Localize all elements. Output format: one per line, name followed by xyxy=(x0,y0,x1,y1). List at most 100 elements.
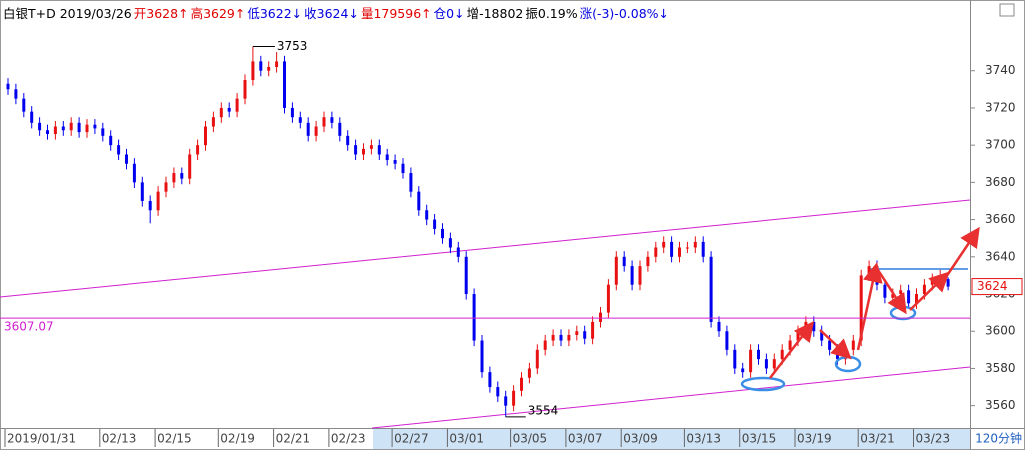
header-item: 收3624↓ xyxy=(304,6,359,21)
reference-label: 3607.07 xyxy=(4,320,54,334)
candle-body xyxy=(670,241,674,257)
candle-body xyxy=(883,284,887,298)
x-tick-label: 02/13 xyxy=(102,432,137,446)
x-tick-label: 2019/01/31 xyxy=(7,432,76,446)
candle-body xyxy=(354,145,358,155)
candle-body xyxy=(922,284,926,295)
candle-body xyxy=(685,247,689,249)
candle-body xyxy=(93,124,97,129)
candle-body xyxy=(567,334,571,341)
candle-body xyxy=(385,154,389,161)
candle-body xyxy=(101,128,105,136)
candle-body xyxy=(512,390,516,406)
candle-body xyxy=(46,130,49,134)
candle-body xyxy=(172,173,176,183)
candle-body xyxy=(322,117,326,127)
candle-body xyxy=(125,154,128,164)
arrows xyxy=(769,226,980,379)
x-tick-label: 02/15 xyxy=(157,432,192,446)
candle-body xyxy=(117,145,121,155)
arrow xyxy=(942,226,980,281)
header-item: 高3629↑ xyxy=(190,6,246,21)
candle-body xyxy=(788,340,792,350)
arrow xyxy=(819,329,852,360)
header-item: 低3622↓ xyxy=(247,6,303,21)
candle-body xyxy=(306,122,310,136)
header-item: 白银T+D 2019/03/26 xyxy=(3,6,132,21)
candle-body xyxy=(575,331,579,335)
candle-body xyxy=(196,145,200,155)
candle-body xyxy=(520,377,523,391)
candle-body xyxy=(290,107,294,118)
y-tick-label: 3560 xyxy=(985,398,1016,412)
window-button[interactable] xyxy=(999,3,1015,17)
candle-body xyxy=(330,117,334,123)
candle-body xyxy=(109,135,113,146)
candle-body xyxy=(338,122,342,136)
x-tick-label: 03/09 xyxy=(623,432,658,446)
candle-body xyxy=(701,241,705,257)
y-tick-label: 3720 xyxy=(985,100,1016,114)
candle-body xyxy=(314,126,318,136)
ellipse-marker xyxy=(740,376,786,392)
candle-body xyxy=(53,126,57,134)
candle-body xyxy=(441,228,444,239)
candle-body xyxy=(764,359,768,369)
candle-body xyxy=(219,107,223,118)
candles xyxy=(6,46,950,417)
candle-body xyxy=(6,83,10,90)
candle-body xyxy=(77,122,81,133)
header-item: 量179596↑ xyxy=(360,6,432,21)
low-label: 3554 xyxy=(528,403,559,417)
candle-body xyxy=(14,89,18,99)
y-tick-label: 3600 xyxy=(985,324,1016,338)
candle-body xyxy=(433,219,437,229)
candle-body xyxy=(638,266,642,285)
arrow xyxy=(769,321,815,379)
candle-body xyxy=(275,61,279,67)
trend-line xyxy=(0,199,971,298)
candle-body xyxy=(867,266,871,276)
high-label: 3753 xyxy=(277,39,308,53)
candle-body xyxy=(496,387,500,397)
candle-body xyxy=(156,191,160,211)
header: 白银T+D 2019/03/26 开3628↑ 高3629↑ 低3622↓ 收3624↓… xyxy=(3,3,671,22)
x-tick-label: 03/05 xyxy=(513,432,548,446)
candle-body xyxy=(267,66,271,71)
candle-body xyxy=(61,126,65,131)
candle-body xyxy=(259,61,263,71)
x-tick-label: 02/23 xyxy=(331,432,366,446)
header-item: 振0.19% xyxy=(525,6,578,21)
candle-body xyxy=(504,396,508,406)
x-tick-label: 03/15 xyxy=(742,432,777,446)
candle-body xyxy=(946,279,950,287)
candle-body xyxy=(480,340,484,373)
header-item: 涨(-3)-0.08%↓ xyxy=(579,6,670,21)
candle-body xyxy=(899,290,903,295)
candle-body xyxy=(772,359,776,369)
candle-body xyxy=(132,163,136,183)
x-tick-label: 03/19 xyxy=(797,432,832,446)
candle-body xyxy=(425,210,429,220)
candle-body xyxy=(583,331,587,339)
candle-body xyxy=(591,321,595,339)
candle-body xyxy=(140,182,144,201)
price-box xyxy=(971,278,1023,296)
candle-body xyxy=(409,173,413,192)
candle-body xyxy=(812,321,816,332)
candle-body xyxy=(717,321,721,332)
candle-body xyxy=(859,275,863,341)
candle-body xyxy=(559,334,563,341)
candle-body xyxy=(235,98,239,112)
y-tick-label: 3660 xyxy=(985,212,1016,226)
candle-body xyxy=(211,117,215,127)
x-tick-label: 03/07 xyxy=(568,432,603,446)
x-tick-label: 02/19 xyxy=(220,432,255,446)
candle-body xyxy=(488,372,492,388)
candle-body xyxy=(377,145,381,155)
candle-body xyxy=(820,331,824,341)
y-tick-label: 3700 xyxy=(985,138,1016,152)
candle-body xyxy=(188,154,192,179)
candle-body xyxy=(851,340,855,350)
